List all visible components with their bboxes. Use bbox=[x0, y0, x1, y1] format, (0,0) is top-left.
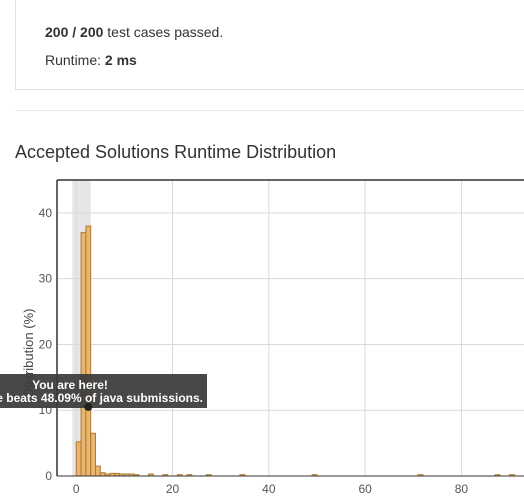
x-tick-label: 0 bbox=[73, 482, 80, 496]
histogram-bar[interactable] bbox=[95, 465, 101, 477]
runtime-summary: Runtime: 2 ms bbox=[45, 52, 137, 68]
submission-result-panel: 200 / 200 test cases passed. Runtime: 2 … bbox=[15, 0, 524, 90]
tooltip-box bbox=[0, 374, 207, 408]
test-cases-summary: 200 / 200 test cases passed. bbox=[45, 24, 223, 40]
test-cases-label: test cases passed. bbox=[103, 24, 224, 40]
tooltip-title: You are here! bbox=[32, 378, 108, 392]
section-divider bbox=[15, 110, 524, 111]
runtime-label: Runtime: bbox=[45, 52, 105, 68]
histogram-bar[interactable] bbox=[90, 432, 97, 477]
runtime-value: 2 ms bbox=[104, 52, 137, 68]
y-tick-label: 20 bbox=[39, 337, 53, 351]
you-are-here-marker bbox=[84, 402, 93, 411]
x-tick-label: 40 bbox=[262, 482, 276, 496]
x-tick-label: 60 bbox=[358, 482, 372, 496]
histogram-bar[interactable] bbox=[85, 225, 92, 477]
test-cases-count: 200 / 200 bbox=[45, 24, 104, 40]
y-tick-label: 0 bbox=[45, 469, 52, 483]
x-tick-label: 20 bbox=[166, 482, 180, 496]
tooltip-beats-text: ne beats 48.09% of java submissions. bbox=[0, 391, 203, 405]
x-tick-label: 80 bbox=[455, 482, 469, 496]
y-tick-label: 40 bbox=[39, 206, 53, 220]
y-tick-label: 30 bbox=[39, 272, 53, 286]
distribution-title: Accepted Solutions Runtime Distribution bbox=[15, 142, 337, 162]
histogram-bar[interactable] bbox=[75, 441, 82, 477]
histogram-bar[interactable] bbox=[80, 232, 87, 477]
